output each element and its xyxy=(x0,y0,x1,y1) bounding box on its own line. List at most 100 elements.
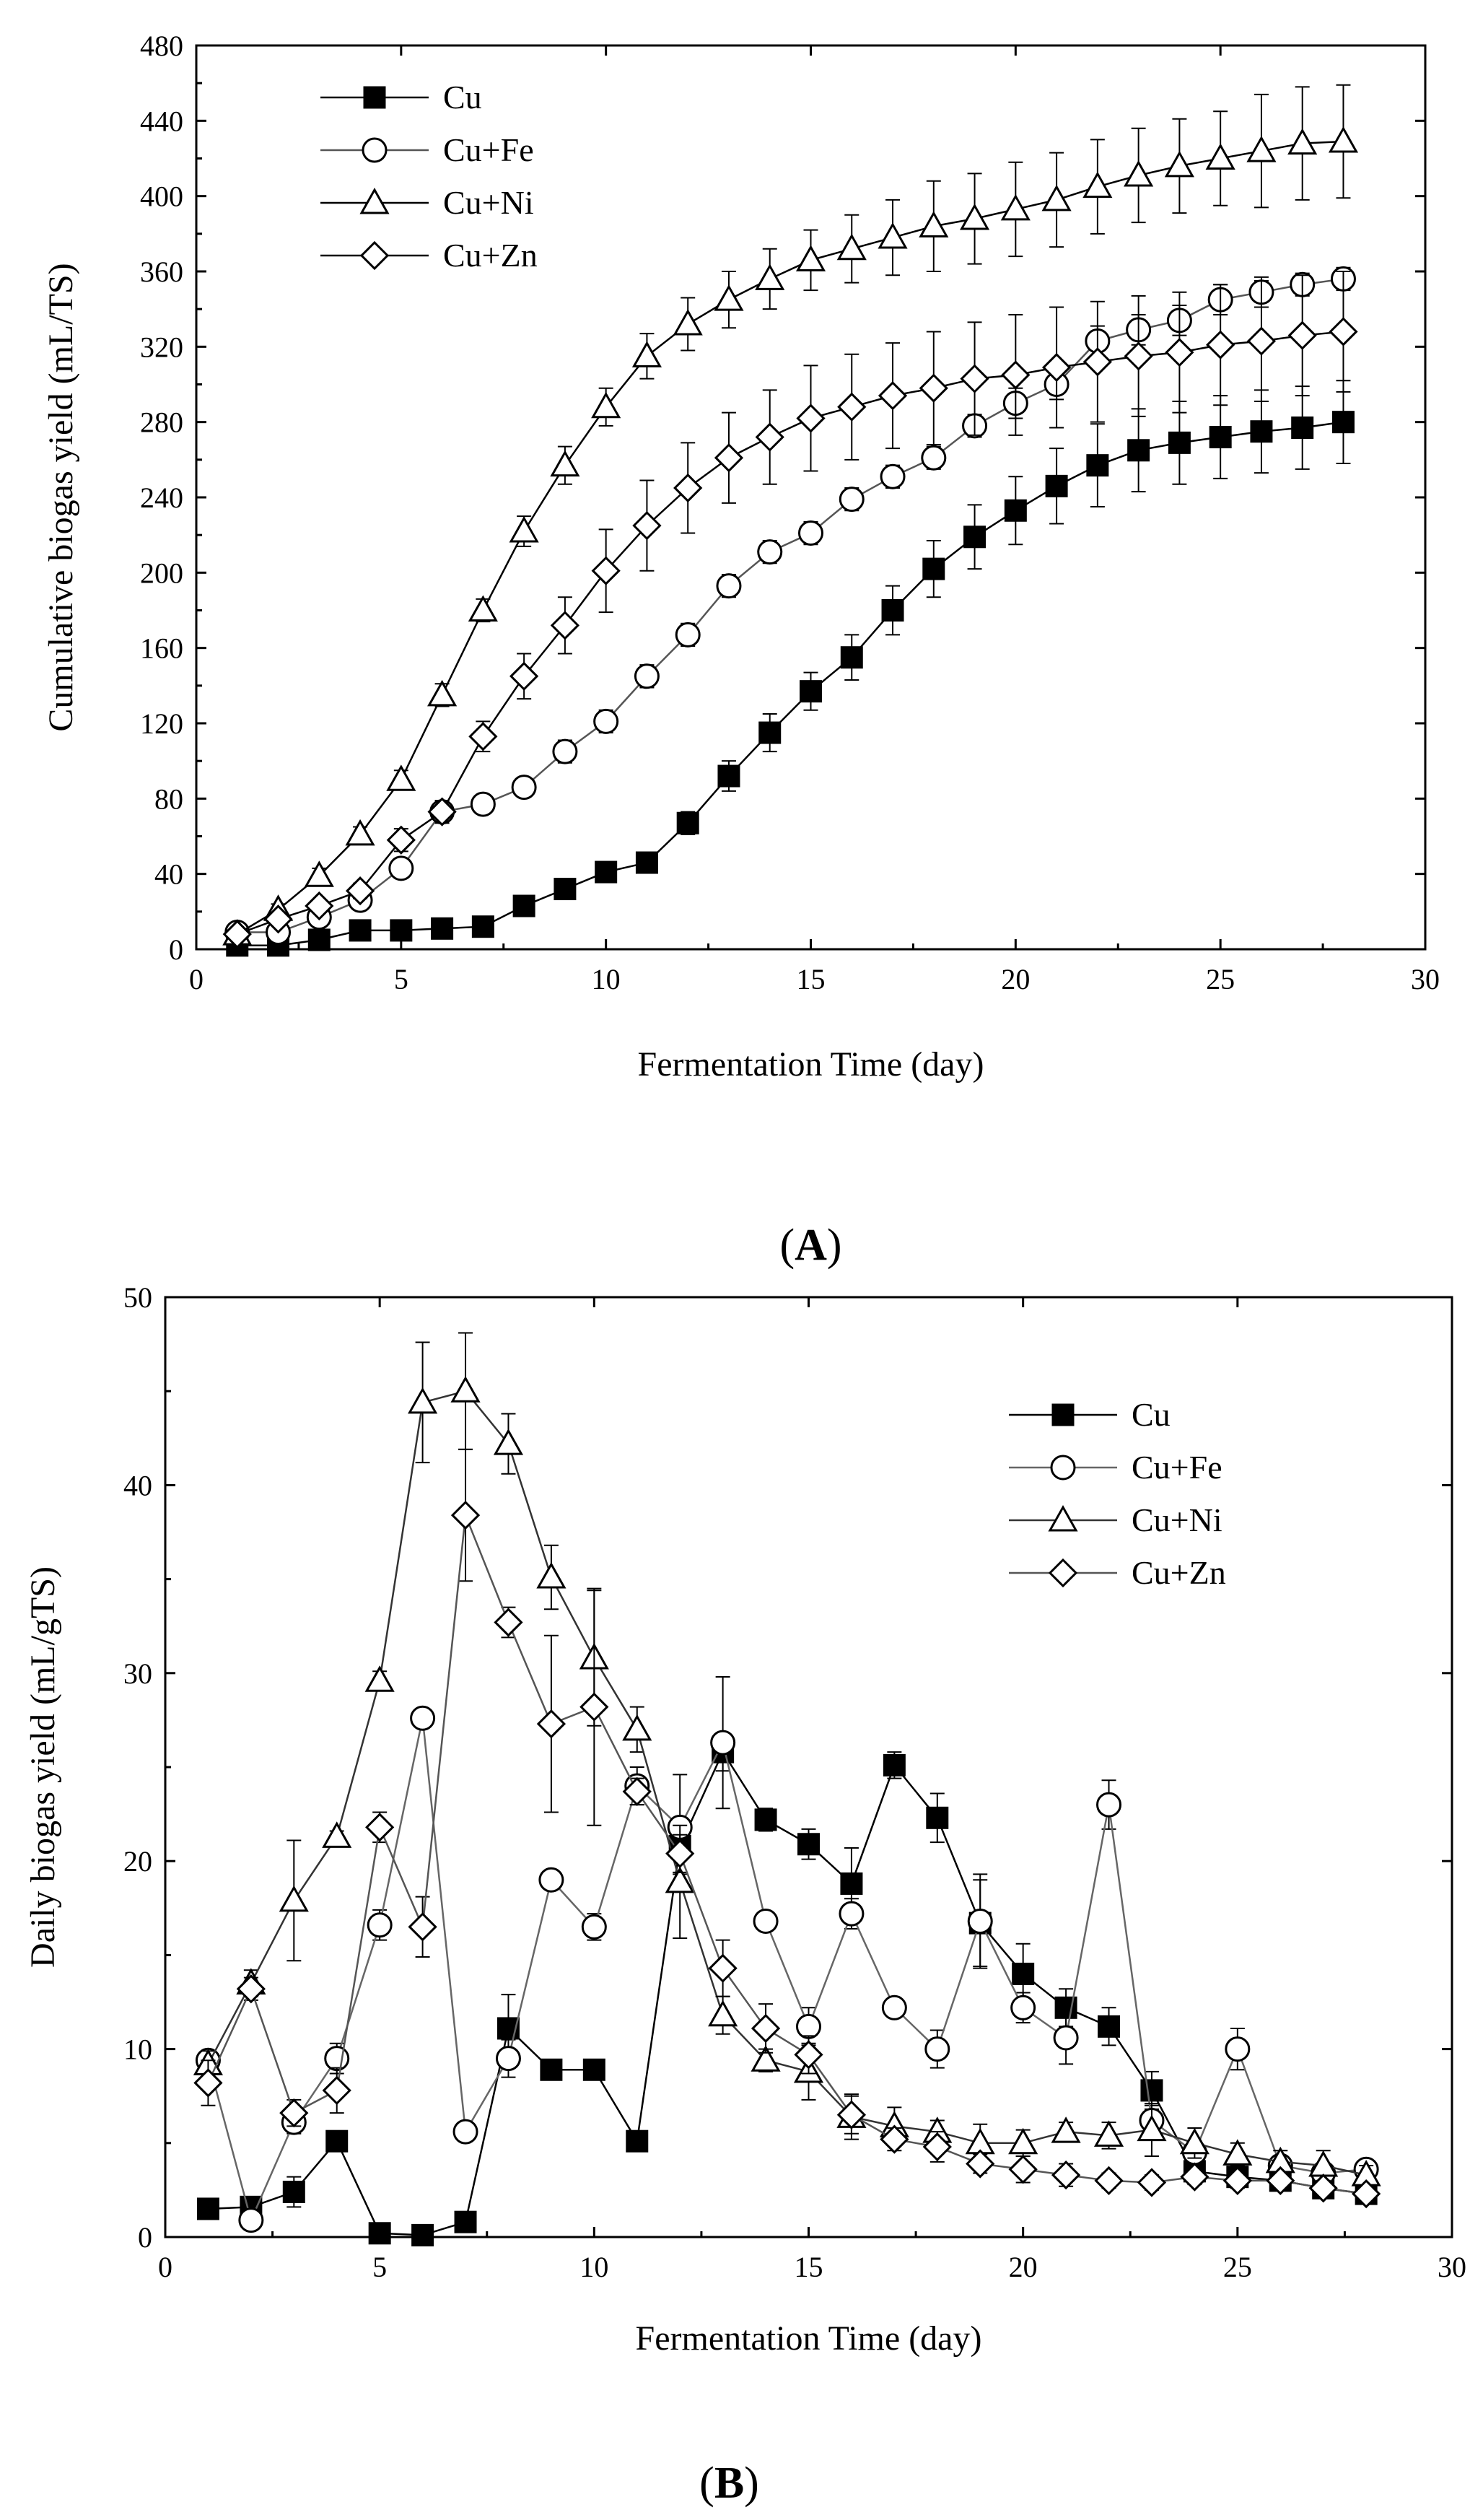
data-point xyxy=(673,308,703,336)
data-point xyxy=(550,611,580,640)
x-tick-label: 15 xyxy=(795,2251,823,2283)
data-point xyxy=(634,663,660,689)
data-point xyxy=(836,2100,867,2129)
series-cu-ni xyxy=(222,84,1359,946)
panel-label-letter: A xyxy=(795,1221,827,1270)
data-point xyxy=(552,738,578,764)
data-point xyxy=(1331,411,1355,434)
data-point xyxy=(1225,2036,1251,2062)
data-point xyxy=(279,1885,309,1912)
x-tick-label: 20 xyxy=(1009,2251,1038,2283)
data-point xyxy=(307,928,331,951)
data-point xyxy=(1094,2166,1124,2196)
data-point xyxy=(708,1953,738,1983)
data-point xyxy=(1205,143,1235,170)
data-point xyxy=(960,364,989,393)
data-point xyxy=(755,263,785,290)
data-point xyxy=(922,2132,952,2162)
data-point xyxy=(582,2058,605,2081)
data-point xyxy=(1041,352,1072,383)
data-point xyxy=(1206,330,1235,359)
data-point xyxy=(1329,317,1358,346)
legend-label: Cu+Zn xyxy=(1132,1554,1226,1591)
data-point xyxy=(282,2181,305,2204)
y-tick-label: 50 xyxy=(123,1281,152,1314)
data-point xyxy=(512,894,535,917)
data-point xyxy=(966,2149,995,2179)
data-point xyxy=(754,1808,777,1831)
data-point xyxy=(1246,326,1277,356)
data-point xyxy=(468,722,498,751)
data-point xyxy=(222,920,252,949)
series-cu-ni xyxy=(193,1332,1381,2187)
chart-panel-a: 0 5 10 15 20 25 30 0 40 80 120 160 200 240 280 320 360 40… xyxy=(42,30,1440,1270)
data-point xyxy=(1001,360,1031,390)
data-point xyxy=(757,539,783,565)
data-point xyxy=(922,557,945,580)
data-point xyxy=(631,341,662,367)
series-cu-zn xyxy=(222,271,1358,949)
data-point xyxy=(1209,426,1232,449)
data-point xyxy=(1328,126,1359,153)
y-tick-label: 0 xyxy=(169,933,183,966)
data-point xyxy=(796,2013,821,2039)
legend-marker xyxy=(362,137,388,163)
data-point xyxy=(1041,184,1072,212)
data-point xyxy=(665,1839,695,1868)
data-point xyxy=(454,2210,477,2233)
data-point xyxy=(408,1387,438,1414)
data-point xyxy=(878,381,908,411)
data-point xyxy=(1127,439,1150,462)
legend-marker xyxy=(1048,1504,1078,1532)
data-point xyxy=(470,791,496,817)
data-point xyxy=(921,445,947,471)
y-axis-title: Daily biogas yield (mL/gTS) xyxy=(24,1566,62,1968)
legend: Cu Cu+Fe Cu+Ni Cu+Zn xyxy=(1009,1396,1226,1591)
data-point xyxy=(509,661,539,691)
data-point xyxy=(622,1776,652,1806)
y-tick-label: 120 xyxy=(140,707,183,740)
data-point xyxy=(1179,2127,1209,2155)
data-point xyxy=(795,245,826,271)
data-point xyxy=(673,473,703,503)
data-point xyxy=(1051,2116,1081,2143)
data-point xyxy=(322,1821,352,1848)
data-point xyxy=(304,860,334,887)
data-point xyxy=(622,1714,652,1741)
data-point xyxy=(386,764,416,791)
x-tick-label: 30 xyxy=(1438,2251,1466,2283)
data-point xyxy=(591,391,621,419)
data-point xyxy=(751,2013,781,2044)
data-point xyxy=(800,680,822,703)
data-point xyxy=(635,851,658,874)
data-point xyxy=(1008,2155,1038,2184)
data-point xyxy=(880,2124,909,2154)
data-point xyxy=(1287,321,1317,350)
data-point xyxy=(1012,1962,1035,1985)
data-point xyxy=(751,2045,781,2072)
data-point xyxy=(411,2223,434,2246)
data-point xyxy=(716,573,742,599)
data-point xyxy=(796,404,826,433)
y-tick-label: 20 xyxy=(123,1845,152,1878)
series-line xyxy=(237,278,1344,933)
data-point xyxy=(1098,2015,1121,2038)
data-point xyxy=(511,775,537,801)
data-point xyxy=(840,1872,863,1895)
y-tick-label: 0 xyxy=(138,2221,152,2254)
data-point xyxy=(1164,150,1194,178)
data-point xyxy=(1137,2114,1167,2142)
data-point xyxy=(1352,2179,1381,2209)
y-tick-label: 240 xyxy=(140,481,183,514)
data-point xyxy=(632,511,662,541)
data-point xyxy=(238,2207,264,2233)
y-tick-label: 10 xyxy=(123,2033,152,2066)
data-point xyxy=(196,2197,219,2220)
data-point xyxy=(837,392,867,422)
legend-marker xyxy=(359,240,390,271)
legend-label: Cu+Fe xyxy=(443,131,534,168)
data-point xyxy=(755,422,784,452)
data-point xyxy=(1291,416,1314,439)
x-tick-label: 5 xyxy=(394,963,408,995)
data-point xyxy=(325,2129,349,2153)
